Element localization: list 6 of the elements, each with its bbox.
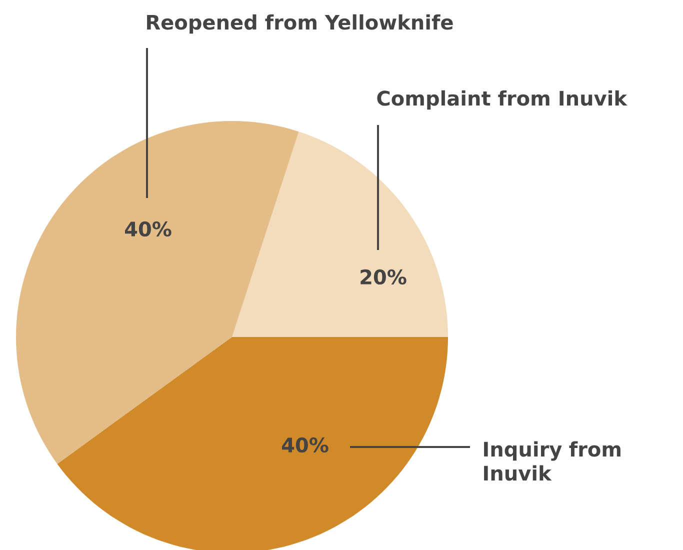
data-label: 20% — [360, 269, 406, 285]
data-label: 40% — [124, 221, 172, 237]
slice-label: Inquiry from Inuvik — [484, 441, 620, 481]
slice-label: Complaint from Inuvik — [377, 90, 628, 110]
data-label: 40% — [282, 437, 328, 453]
slice-label: Reopened from Yellowknife — [147, 14, 453, 34]
